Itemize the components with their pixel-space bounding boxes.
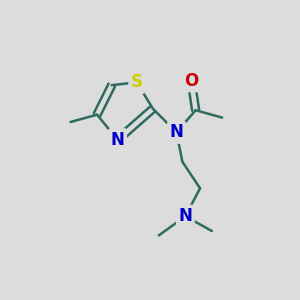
Text: N: N [169,123,183,141]
Text: N: N [178,207,192,225]
Text: N: N [111,131,124,149]
Text: S: S [131,73,143,91]
Text: O: O [184,72,198,90]
